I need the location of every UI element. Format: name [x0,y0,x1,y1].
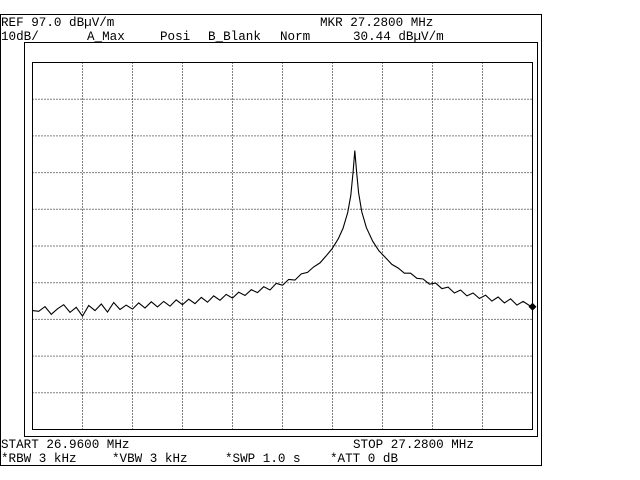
scale-per-division: 10dB/ [1,30,39,44]
plot-border [32,62,533,430]
outer-frame [0,14,542,466]
trace-b-mode: B_Blank [208,30,261,44]
display-mode: Norm [280,30,310,44]
video-bandwidth: *VBW 3 kHz [112,452,188,466]
trace-a-mode: A_Max [87,30,125,44]
start-frequency: START 26.9600 MHz [1,438,129,452]
marker-level: 30.44 dBµV/m [353,30,444,44]
stop-frequency: STOP 27.2800 MHz [353,438,474,452]
detector-mode: Posi [160,30,190,44]
marker-frequency: MKR 27.2800 MHz [320,16,433,30]
display-box [24,42,538,437]
sweep-time: *SWP 1.0 s [225,452,301,466]
ref-level: REF 97.0 dBµV/m [1,16,114,30]
resolution-bandwidth: *RBW 3 kHz [1,452,77,466]
trace-a-line [32,150,533,318]
attenuation: *ATT 0 dB [330,452,398,466]
graticule [32,62,533,430]
marker-diamond [528,302,537,311]
